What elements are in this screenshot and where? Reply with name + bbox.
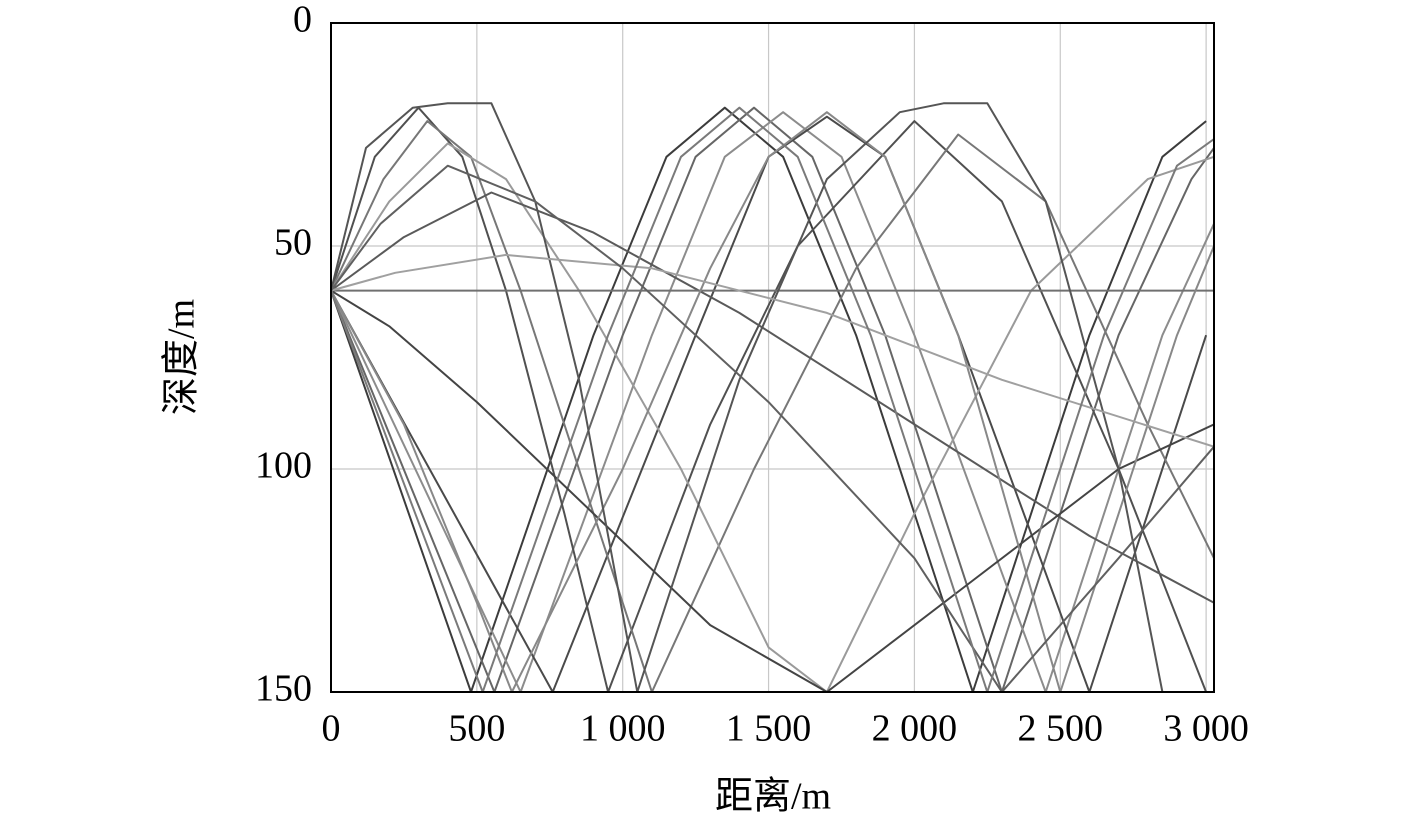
ray-line [331, 102, 1164, 692]
x-tick-label: 1 500 [726, 708, 812, 750]
ray-line [331, 164, 1214, 692]
x-axis-title: 距离/m [715, 776, 831, 818]
ray-line [331, 111, 1214, 692]
ray-line [331, 111, 1214, 692]
x-tick-label: 2 500 [1018, 708, 1104, 750]
ray-line [331, 191, 1214, 604]
ray-line [331, 106, 1214, 692]
x-tick-label: 500 [448, 708, 505, 750]
x-tick-label: 3 000 [1163, 708, 1249, 750]
y-axis-title: 深度/m [161, 299, 203, 415]
x-tick-label: 0 [322, 708, 341, 750]
y-tick-label: 150 [255, 668, 312, 710]
x-tick-label: 1 000 [580, 708, 666, 750]
x-tick-label: 2 000 [872, 708, 958, 750]
y-tick-label: 100 [255, 445, 312, 487]
plot-frame [330, 22, 1215, 693]
y-tick-label: 0 [293, 0, 312, 41]
ray-line [331, 115, 1208, 692]
ray-line [331, 106, 1214, 692]
ray-line [331, 142, 1214, 692]
y-tick-label: 50 [274, 222, 312, 264]
ray-line [331, 253, 1214, 448]
ray-line [331, 106, 1207, 692]
ray-line [331, 289, 1214, 692]
